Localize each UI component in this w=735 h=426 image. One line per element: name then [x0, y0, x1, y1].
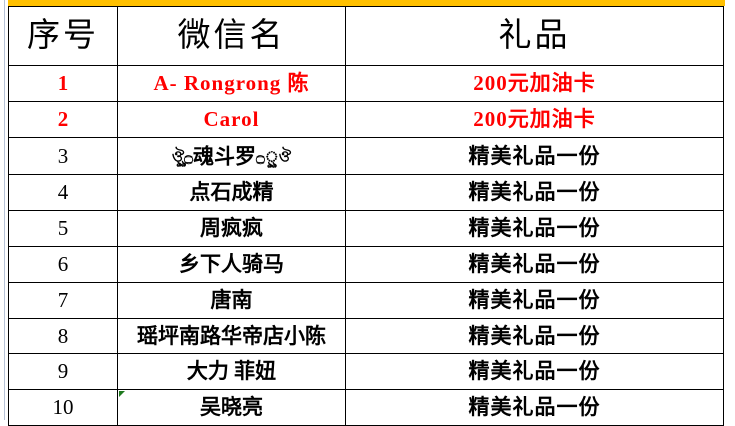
- cell-index: 4: [8, 174, 118, 212]
- table-body: 1 A- Rongrong 陈 200元加油卡 2 Carol 200元加油卡 …: [8, 65, 724, 426]
- table-row: 7 唐南 精美礼品一份: [8, 281, 724, 319]
- cell-wechat-name: 点石成精: [117, 174, 346, 212]
- column-header-index: 序号: [8, 6, 118, 66]
- table-header-row: 序号 微信名 礼品: [8, 6, 724, 66]
- cell-gift: 精美礼品一份: [345, 353, 724, 391]
- column-header-gift: 礼品: [345, 6, 724, 66]
- cell-wechat-name: Carol: [117, 100, 346, 138]
- cell-wechat-name: 周疯疯: [117, 210, 346, 247]
- table-row: 1 A- Rongrong 陈 200元加油卡: [8, 65, 724, 102]
- table-row: 5 周疯疯 精美礼品一份: [8, 210, 724, 247]
- table-row: 10 吴晓亮 精美礼品一份: [8, 389, 724, 426]
- cell-index: 1: [8, 65, 118, 102]
- cell-gift: 精美礼品一份: [345, 317, 724, 355]
- table-row: 9 大力 菲妞 精美礼品一份: [8, 353, 724, 391]
- table-row: 4 点石成精 精美礼品一份: [8, 174, 724, 212]
- left-gridline: [4, 0, 5, 420]
- table-row: 8 瑶坪南路华帝店小陈 精美礼品一份: [8, 317, 724, 355]
- cell-gift: 精美礼品一份: [345, 174, 724, 212]
- top-orange-banner: [8, 0, 725, 6]
- ornament-suffix: ۝ৣঔ: [255, 147, 292, 166]
- error-marker-icon: [119, 391, 125, 398]
- cell-wechat-name: A- Rongrong 陈: [117, 65, 346, 102]
- decorated-nickname: ঔৣ۝魂斗罗۝ৣঔ: [171, 144, 292, 169]
- cell-gift: 精美礼品一份: [345, 389, 724, 426]
- cell-wechat-name: 唐南: [117, 281, 346, 319]
- cell-index: 8: [8, 317, 118, 355]
- cell-index: 5: [8, 210, 118, 247]
- column-header-name: 微信名: [117, 6, 346, 66]
- cell-gift: 精美礼品一份: [345, 136, 724, 176]
- cell-wechat-name: 瑶坪南路华帝店小陈: [117, 317, 346, 355]
- cell-gift: 精美礼品一份: [345, 210, 724, 247]
- cell-gift: 200元加油卡: [345, 65, 724, 102]
- cell-gift: 精美礼品一份: [345, 245, 724, 283]
- cell-gift: 精美礼品一份: [345, 281, 724, 319]
- table-row: 2 Carol 200元加油卡: [8, 100, 724, 138]
- cell-gift: 200元加油卡: [345, 100, 724, 138]
- cell-wechat-name: 乡下人骑马: [117, 245, 346, 283]
- cell-index: 2: [8, 100, 118, 138]
- cell-wechat-name: ঔৣ۝魂斗罗۝ৣঔ: [117, 136, 346, 176]
- nickname-core: 魂斗罗: [192, 144, 256, 169]
- cell-index: 7: [8, 281, 118, 319]
- ornament-prefix: ঔৣ۝: [171, 147, 193, 166]
- table-row: 3 ঔৣ۝魂斗罗۝ৣঔ 精美礼品一份: [8, 136, 724, 176]
- wechat-name-text: 吴晓亮: [200, 395, 263, 420]
- table-row: 6 乡下人骑马 精美礼品一份: [8, 245, 724, 283]
- cell-index: 9: [8, 353, 118, 391]
- cell-index: 10: [8, 389, 118, 426]
- gift-winners-table: 序号 微信名 礼品 1 A- Rongrong 陈 200元加油卡 2 Caro…: [8, 6, 724, 426]
- cell-index: 6: [8, 245, 118, 283]
- cell-index: 3: [8, 136, 118, 176]
- cell-wechat-name: 大力 菲妞: [117, 353, 346, 391]
- cell-wechat-name: 吴晓亮: [117, 389, 346, 426]
